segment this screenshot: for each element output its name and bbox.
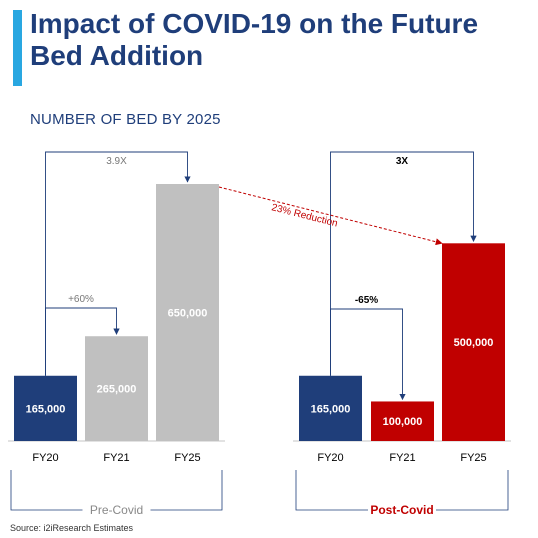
bar-pre-covid-fy25 xyxy=(156,184,219,441)
bar-post-covid-fy20 xyxy=(299,375,362,441)
post-covid-bracket-left xyxy=(295,470,368,511)
growth-connector-post-covid-1 xyxy=(330,151,477,376)
x-tick-label-pre-covid-fy21: FY21 xyxy=(103,452,129,464)
pre-covid-bracket-right xyxy=(150,470,223,511)
x-tick-label-post-covid-fy25: FY25 xyxy=(460,452,486,464)
reduction-arrow xyxy=(218,186,443,246)
growth-annotation-post-covid-0: -65% xyxy=(355,295,378,306)
value-label-post-covid-fy20: 165,000 xyxy=(311,403,351,415)
bar-pre-covid-fy20 xyxy=(14,375,77,441)
value-label-pre-covid-fy21: 265,000 xyxy=(97,384,137,396)
x-tick-label-post-covid-fy20: FY20 xyxy=(317,452,343,464)
value-label-post-covid-fy25: 500,000 xyxy=(454,337,494,349)
bar-pre-covid-fy21 xyxy=(85,336,148,441)
post-covid-bracket-right xyxy=(436,470,509,511)
x-tick-label-pre-covid-fy25: FY25 xyxy=(174,452,200,464)
reduction-label: 23% Reduction xyxy=(270,202,338,229)
pre-covid-group-label: Pre-Covid xyxy=(90,503,143,517)
post-covid-group-label: Post-Covid xyxy=(370,503,433,517)
growth-annotation-pre-covid-1: 3.9X xyxy=(106,156,127,167)
growth-annotation-pre-covid-0: +60% xyxy=(68,294,94,305)
title-accent-bar xyxy=(13,10,22,86)
x-tick-label-post-covid-fy21: FY21 xyxy=(389,452,415,464)
growth-annotation-post-covid-1: 3X xyxy=(396,156,409,167)
x-tick-label-pre-covid-fy20: FY20 xyxy=(32,452,58,464)
source-note: Source: i2iResearch Estimates xyxy=(10,523,134,533)
bar-post-covid-fy25 xyxy=(442,243,505,441)
growth-connector-pre-covid-1 xyxy=(45,151,191,376)
page-title: Impact of COVID-19 on the Future Bed Add… xyxy=(30,8,479,71)
value-label-pre-covid-fy25: 650,000 xyxy=(168,308,208,320)
chart-subtitle: NUMBER OF BED BY 2025 xyxy=(30,111,221,128)
value-label-pre-covid-fy20: 165,000 xyxy=(26,403,66,415)
bar-post-covid-fy21 xyxy=(371,401,434,441)
value-label-post-covid-fy21: 100,000 xyxy=(383,416,423,428)
pre-covid-bracket-left xyxy=(10,470,83,511)
